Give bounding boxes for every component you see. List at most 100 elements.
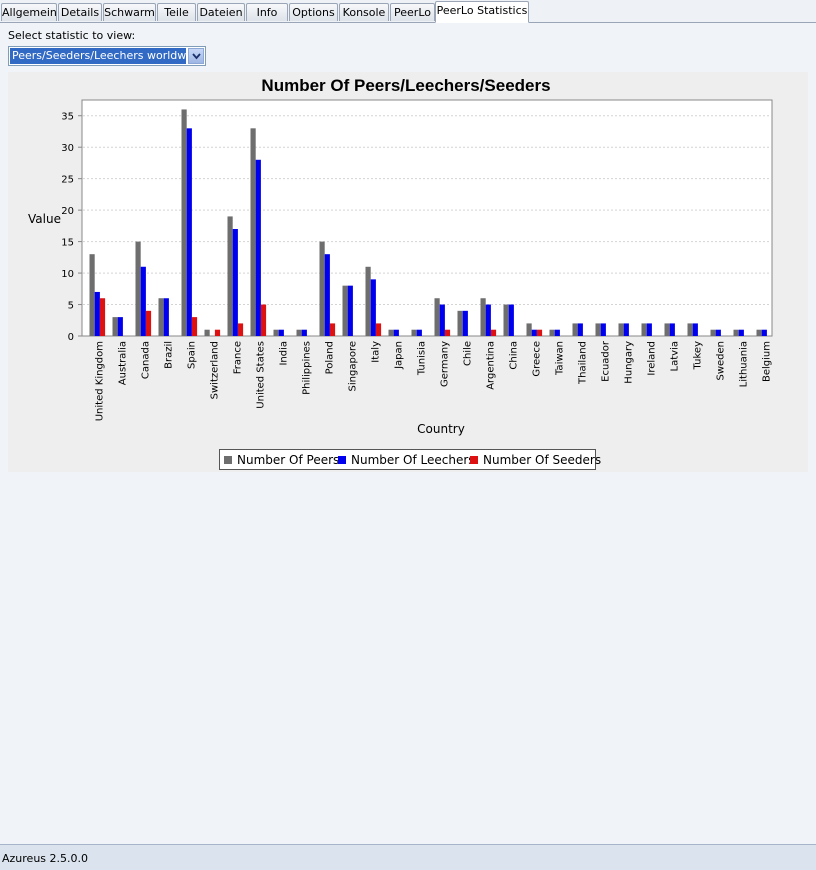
bar-seeders <box>237 323 244 336</box>
legend-swatch-seeders <box>470 456 478 464</box>
bar-leechers <box>646 323 652 336</box>
bar-peers <box>273 329 279 336</box>
bar-peers <box>388 329 394 336</box>
bar-leechers <box>301 329 307 336</box>
bar-leechers <box>600 323 606 336</box>
bar-peers <box>204 329 210 336</box>
x-tick-label: Latvia <box>669 341 680 371</box>
x-tick-label: Ecuador <box>600 340 611 382</box>
bar-peers <box>572 323 578 336</box>
bar-seeders <box>260 304 267 336</box>
status-text: Azureus 2.5.0.0 <box>2 852 89 865</box>
legend-label-peers: Number Of Peers <box>237 453 340 467</box>
tab-schwarm[interactable]: Schwarm <box>103 3 156 21</box>
tab-allgemein[interactable]: Allgemein <box>1 3 57 21</box>
x-tick-label: Taiwan <box>554 341 565 376</box>
legend-item-peers: Number Of Peers <box>224 453 339 467</box>
x-tick-label: Germany <box>439 341 450 387</box>
bar-leechers <box>416 329 422 336</box>
bar-seeders <box>191 317 198 336</box>
x-tick-label: Poland <box>324 341 335 374</box>
y-tick-label: 20 <box>61 206 74 217</box>
bar-leechers <box>462 310 468 336</box>
bar-leechers <box>163 298 169 336</box>
bar-leechers <box>508 304 514 336</box>
legend-label-seeders: Number Of Seeders <box>483 453 602 467</box>
bar-peers <box>411 329 417 336</box>
tab-bar: Allgemein Details Schwarm Teile Dateien … <box>0 0 816 23</box>
chart-title: Number Of Peers/Leechers/Seeders <box>261 76 550 95</box>
bar-leechers <box>623 323 629 336</box>
bar-peers <box>526 323 532 336</box>
x-tick-label: Lithuania <box>738 341 749 387</box>
bar-peers <box>342 285 348 336</box>
dropdown-button[interactable] <box>188 48 204 64</box>
x-tick-label: Spain <box>186 341 197 369</box>
status-bar: Azureus 2.5.0.0 <box>0 844 816 870</box>
x-tick-label: United States <box>255 341 266 409</box>
bar-peers <box>250 128 256 336</box>
bar-leechers <box>324 254 330 336</box>
bar-seeders <box>214 329 221 336</box>
bar-seeders <box>490 329 497 336</box>
bar-peers <box>181 109 187 336</box>
x-tick-label: Hungary <box>623 341 634 384</box>
x-tick-label: Italy <box>370 341 381 363</box>
bar-peers <box>457 310 463 336</box>
bar-leechers <box>554 329 560 336</box>
bar-peers <box>733 329 739 336</box>
statistic-select[interactable]: Peers/Seeders/Leechers worldwide <box>8 46 206 66</box>
bar-leechers <box>531 329 537 336</box>
bar-peers <box>319 241 325 336</box>
x-tick-label: Tunisia <box>416 341 427 376</box>
x-tick-label: Ireland <box>646 341 657 376</box>
bar-leechers <box>715 329 721 336</box>
bar-peers <box>434 298 440 336</box>
bar-peers <box>641 323 647 336</box>
bar-leechers <box>485 304 491 336</box>
tab-peerlo-statistics[interactable]: PeerLo Statistics <box>435 1 529 23</box>
bar-peers <box>89 254 95 336</box>
tab-dateien[interactable]: Dateien <box>197 3 245 21</box>
chart-legend: Number Of Peers Number Of Leechers Numbe… <box>219 449 601 470</box>
x-tick-label: Greece <box>531 341 542 377</box>
x-tick-label: Singapore <box>347 341 358 391</box>
bar-leechers <box>577 323 583 336</box>
bar-peers <box>756 329 762 336</box>
bar-leechers <box>738 329 744 336</box>
bar-leechers <box>347 285 353 336</box>
bar-leechers <box>94 291 100 336</box>
bar-seeders <box>444 329 451 336</box>
bar-peers <box>296 329 302 336</box>
tab-teile[interactable]: Teile <box>157 3 196 21</box>
bar-leechers <box>669 323 675 336</box>
y-tick-label: 10 <box>61 269 74 280</box>
tab-details[interactable]: Details <box>58 3 102 21</box>
tab-konsole[interactable]: Konsole <box>339 3 389 21</box>
tab-peerlo[interactable]: PeerLo <box>390 3 435 21</box>
bar-peers <box>503 304 509 336</box>
legend-swatch-peers <box>224 456 232 464</box>
legend-swatch-leechers <box>338 456 346 464</box>
bar-peers <box>687 323 693 336</box>
tab-options[interactable]: Options <box>289 3 338 21</box>
x-tick-label: Belgium <box>761 341 772 382</box>
tab-info[interactable]: Info <box>246 3 288 21</box>
y-tick-label: 5 <box>68 301 74 312</box>
bar-leechers <box>140 266 146 336</box>
y-axis-label: Value <box>28 212 61 226</box>
bar-seeders <box>375 323 382 336</box>
x-tick-label: United Kingdom <box>94 341 105 421</box>
chart-panel: Number Of Peers/Leechers/Seeders 0 5 10 15 2… <box>8 72 808 472</box>
bar-peers <box>158 298 164 336</box>
bar-peers <box>365 266 371 336</box>
x-tick-label: China <box>508 341 519 370</box>
x-tick-label: Australia <box>117 341 128 385</box>
bar-leechers <box>255 159 261 336</box>
y-tick-label: 15 <box>61 238 74 249</box>
bar-leechers <box>692 323 698 336</box>
legend-item-leechers: Number Of Leechers <box>338 453 475 467</box>
bar-peers <box>664 323 670 336</box>
x-tick-label: Canada <box>140 341 151 379</box>
bar-leechers <box>232 229 238 336</box>
